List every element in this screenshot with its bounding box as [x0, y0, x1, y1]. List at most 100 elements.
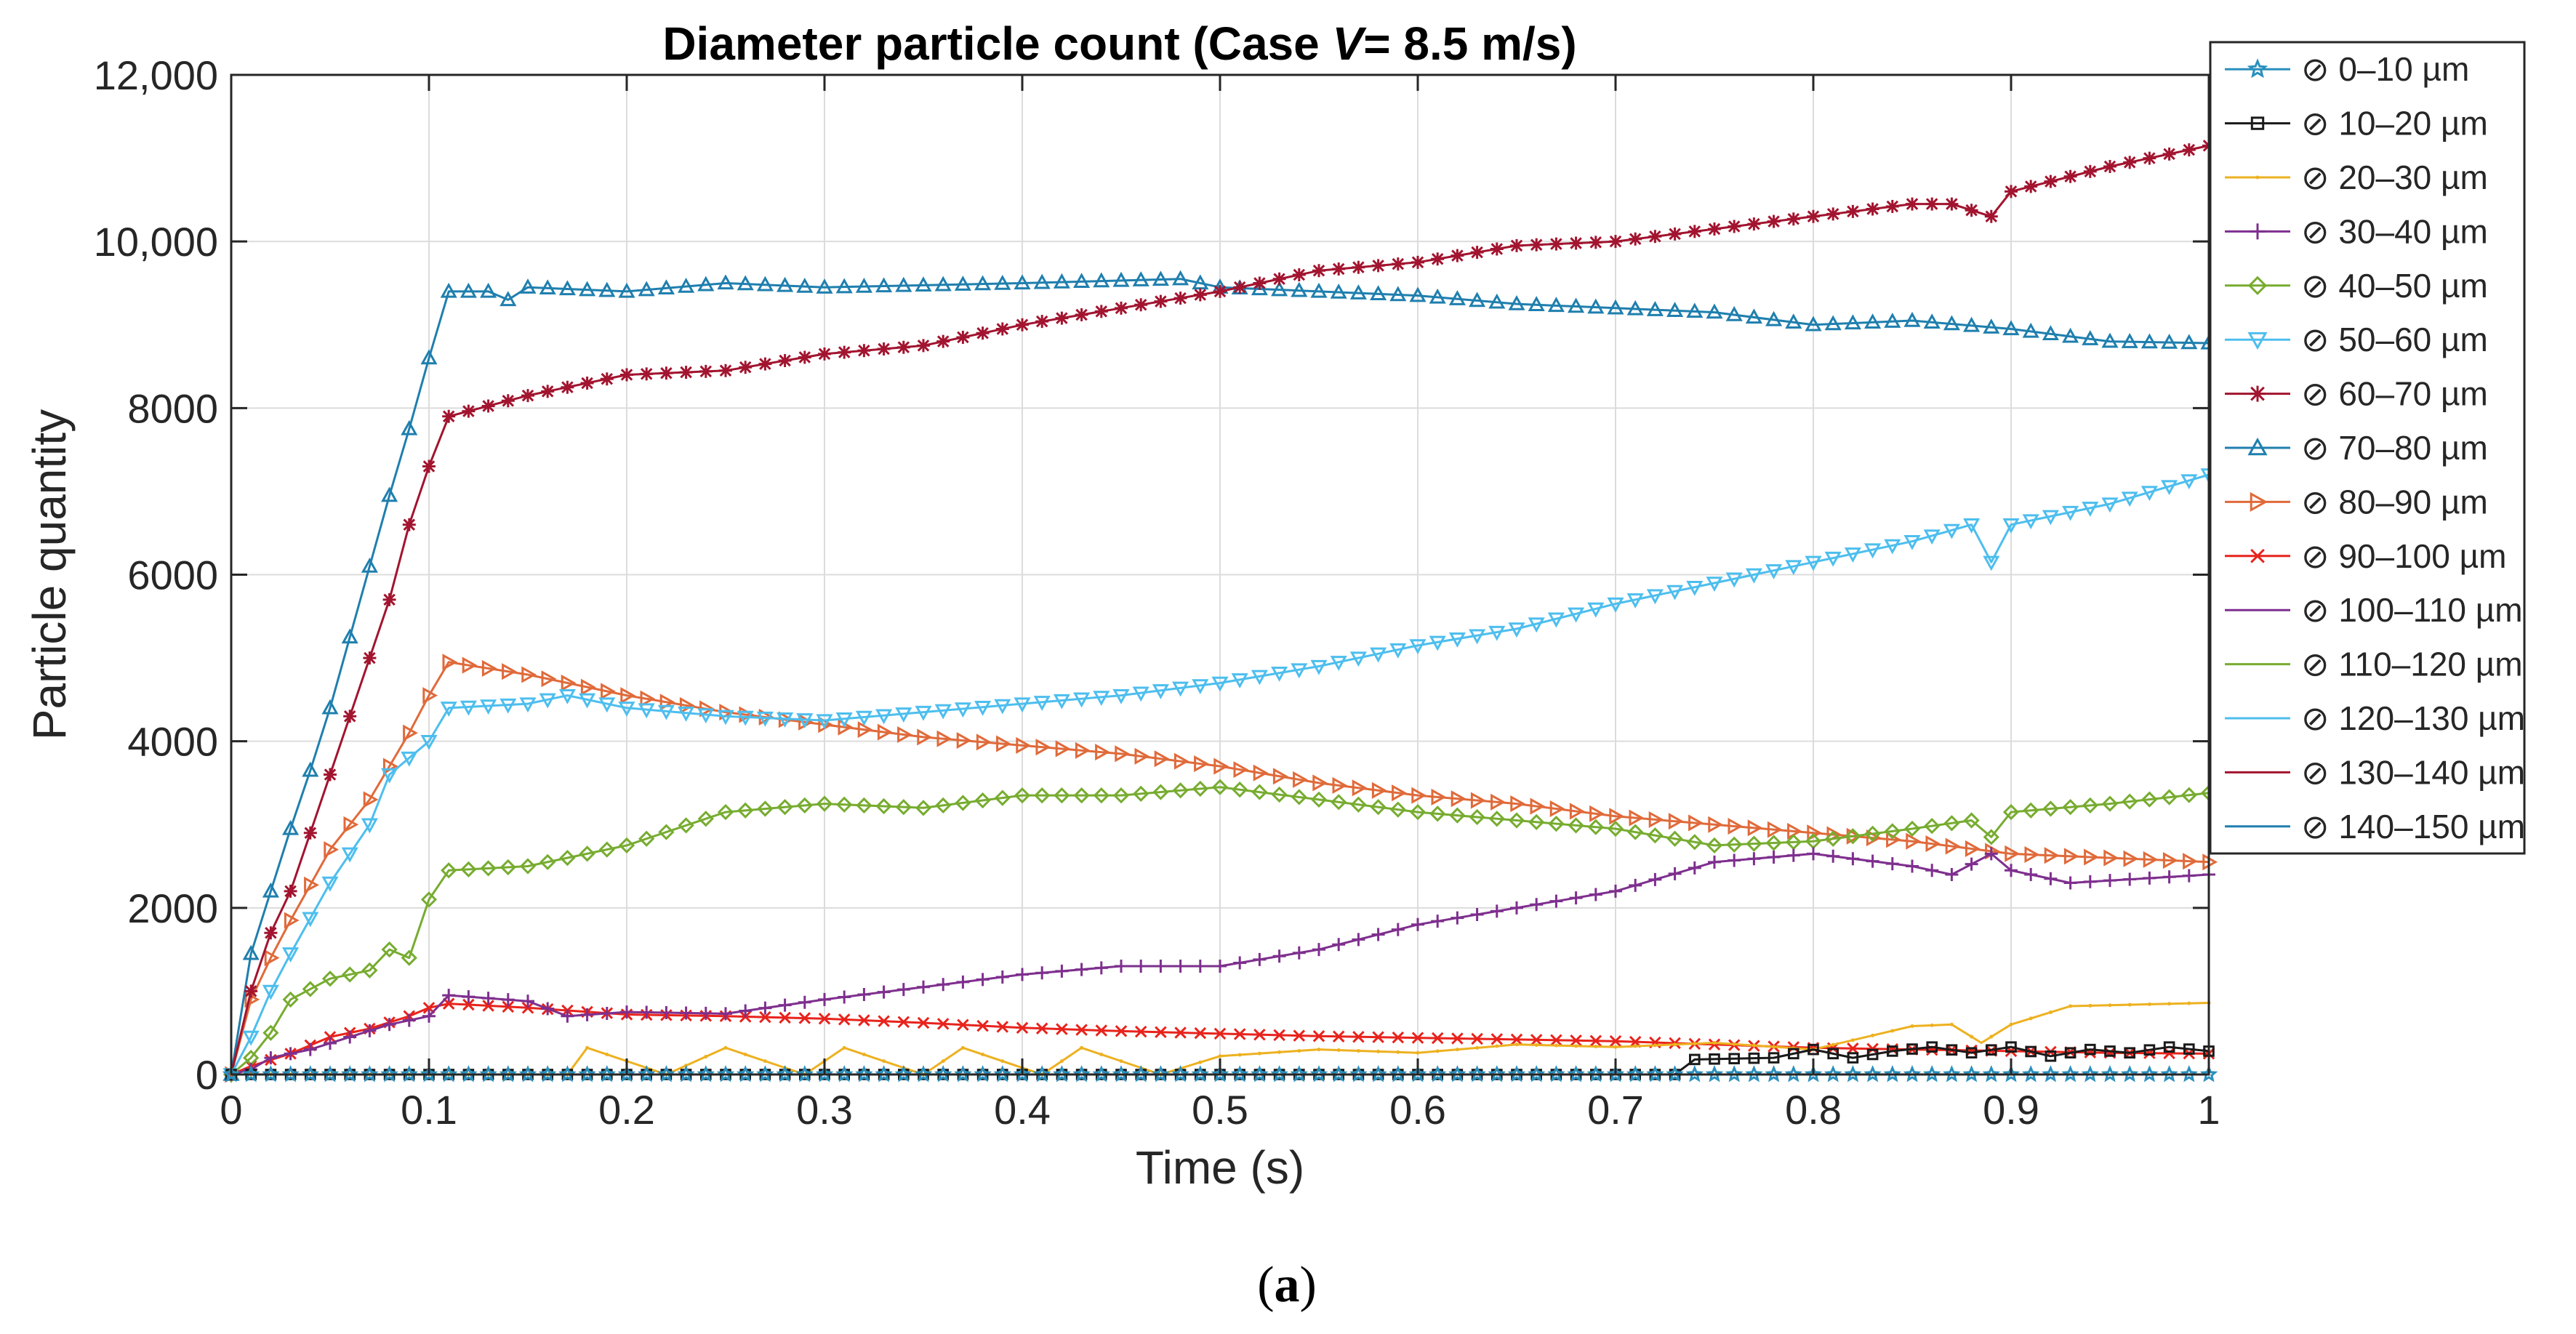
data-point [598, 281, 616, 297]
data-point [1152, 784, 1169, 800]
data-point [561, 380, 574, 394]
data-point [1510, 1033, 1523, 1046]
data-point [1396, 1050, 1400, 1054]
data-point [1728, 220, 1741, 233]
data-point [1016, 1021, 1029, 1034]
data-point [960, 1045, 965, 1050]
data-point [934, 1065, 952, 1082]
data-point [1310, 282, 1328, 298]
data-point [2247, 332, 2268, 350]
data-point [1270, 1065, 1288, 1082]
data-point [618, 837, 635, 854]
data-point [2143, 871, 2156, 885]
data-point [2123, 872, 2137, 886]
data-point [1093, 691, 1110, 707]
data-point [855, 277, 872, 293]
data-point [2100, 1065, 2119, 1082]
data-point [2088, 1003, 2093, 1008]
data-point [2250, 223, 2266, 240]
data-point [460, 1065, 478, 1082]
data-point [1823, 1065, 1842, 1082]
data-point [1827, 1048, 1839, 1060]
data-point [1094, 961, 1108, 975]
data-point [1095, 1024, 1108, 1037]
data-point [1963, 812, 1980, 829]
data-point [1748, 1052, 1760, 1064]
series-line [230, 278, 2210, 1075]
data-point [2021, 1065, 2040, 1082]
data-point [1646, 589, 1664, 605]
data-point [1668, 867, 1682, 880]
legend-item: ⊘ 110–120 µm [2225, 646, 2523, 683]
data-point [1372, 1031, 1384, 1043]
data-point [818, 1012, 831, 1025]
data-point [897, 1016, 910, 1029]
data-point [1409, 286, 1427, 302]
data-point [442, 654, 458, 671]
data-point [1765, 835, 1782, 851]
data-point [699, 1006, 713, 1020]
data-point [481, 399, 495, 413]
data-point [2167, 1002, 2172, 1006]
data-point [1291, 281, 1308, 297]
data-point [1154, 750, 1170, 768]
data-point [1648, 872, 1662, 886]
data-point [1317, 1048, 1321, 1052]
data-point [878, 1015, 890, 1027]
chart-title-prefix: Diameter particle count (Case [662, 17, 1332, 70]
data-point [1173, 752, 1189, 770]
data-point [422, 459, 436, 473]
data-point [1943, 523, 1960, 539]
data-point [2085, 1043, 2096, 1056]
data-point [2250, 385, 2266, 402]
data-point [917, 339, 930, 353]
data-point [1514, 1042, 1519, 1047]
data-point [838, 1013, 851, 1026]
data-point [717, 274, 734, 290]
data-point [363, 791, 379, 808]
legend-label: ⊘ 10–20 µm [2301, 105, 2488, 142]
data-point [1906, 859, 1919, 873]
data-point [1331, 794, 1347, 811]
data-point [1389, 286, 1407, 302]
data-point [798, 995, 811, 1009]
data-point [1965, 1047, 1978, 1059]
data-point [2183, 853, 2198, 870]
data-point [281, 1065, 300, 1082]
data-point [1277, 1050, 1282, 1054]
data-point [776, 1065, 794, 1082]
data-point [699, 364, 713, 378]
data-point [1218, 1054, 1222, 1058]
data-point [1807, 1043, 1819, 1056]
data-point [677, 1065, 695, 1082]
data-point [1943, 315, 1960, 331]
data-point [1746, 835, 1762, 852]
data-point [558, 1065, 577, 1082]
data-point [1411, 1032, 1424, 1044]
data-point [1706, 576, 1723, 592]
data-point [1429, 635, 1446, 651]
data-point [1448, 290, 1466, 305]
data-point [1293, 771, 1308, 788]
data-point [778, 998, 792, 1012]
data-point [2082, 330, 2099, 345]
data-point [1606, 1065, 1625, 1082]
data-point [1666, 830, 1683, 847]
data-point [241, 1065, 260, 1082]
data-point [1312, 774, 1328, 792]
data-point [716, 1065, 735, 1082]
data-point [1943, 815, 1960, 832]
data-point [1884, 539, 1901, 555]
data-point [1152, 684, 1169, 699]
data-point [1648, 811, 1664, 828]
data-point [481, 659, 497, 677]
data-point [2127, 1002, 2132, 1007]
data-point [1508, 812, 1525, 829]
data-point [1705, 1065, 1724, 1082]
data-point [1131, 1065, 1150, 1082]
data-point [915, 276, 932, 292]
data-point [1035, 966, 1049, 980]
data-point [2005, 864, 2018, 877]
data-point [996, 735, 1011, 752]
data-point [1688, 861, 1701, 875]
